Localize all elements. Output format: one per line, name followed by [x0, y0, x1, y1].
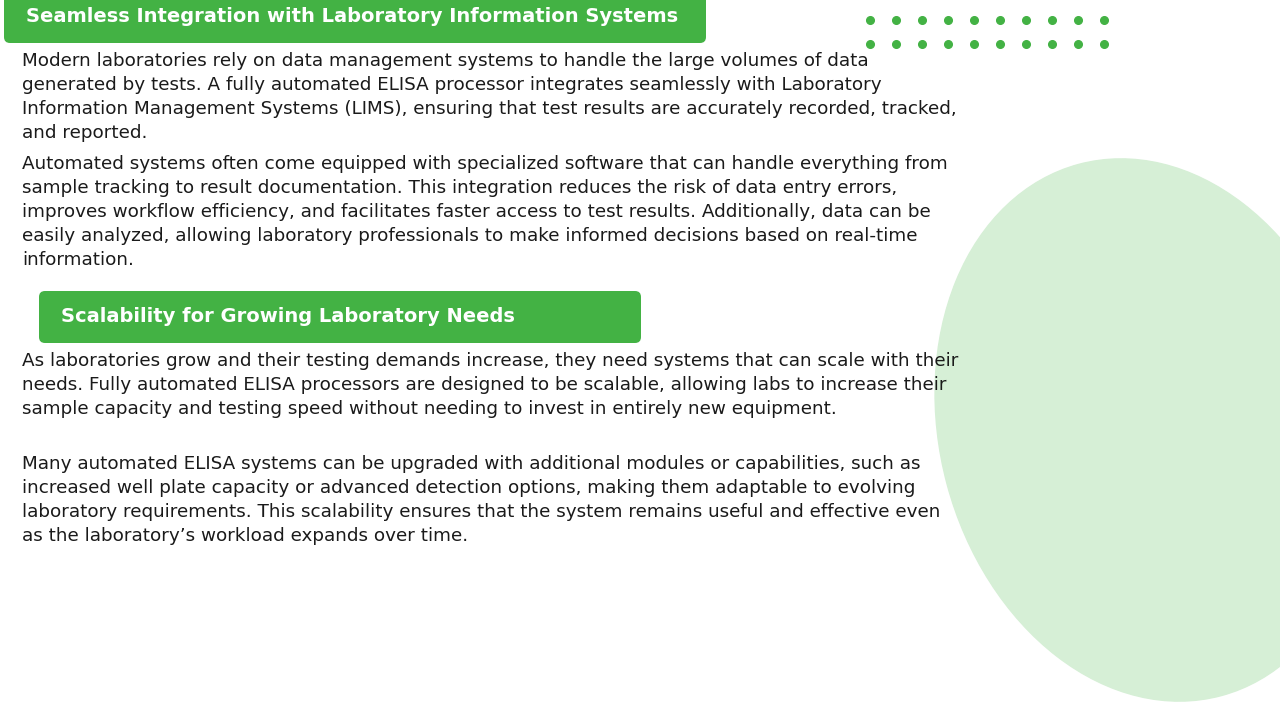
Text: sample tracking to result documentation. This integration reduces the risk of da: sample tracking to result documentation.… [22, 179, 897, 197]
Text: generated by tests. A fully automated ELISA processor integrates seamlessly with: generated by tests. A fully automated EL… [22, 76, 882, 94]
Text: easily analyzed, allowing laboratory professionals to make informed decisions ba: easily analyzed, allowing laboratory pro… [22, 227, 918, 245]
FancyBboxPatch shape [4, 0, 707, 43]
Text: Many automated ELISA systems can be upgraded with additional modules or capabili: Many automated ELISA systems can be upgr… [22, 455, 920, 473]
Text: as the laboratory’s workload expands over time.: as the laboratory’s workload expands ove… [22, 527, 468, 545]
Text: needs. Fully automated ELISA processors are designed to be scalable, allowing la: needs. Fully automated ELISA processors … [22, 376, 946, 394]
Text: Seamless Integration with Laboratory Information Systems: Seamless Integration with Laboratory Inf… [26, 7, 678, 27]
FancyBboxPatch shape [38, 291, 641, 343]
Text: Modern laboratories rely on data management systems to handle the large volumes : Modern laboratories rely on data managem… [22, 52, 869, 70]
Text: As laboratories grow and their testing demands increase, they need systems that : As laboratories grow and their testing d… [22, 352, 959, 370]
Text: Scalability for Growing Laboratory Needs: Scalability for Growing Laboratory Needs [61, 307, 515, 326]
Text: Information Management Systems (LIMS), ensuring that test results are accurately: Information Management Systems (LIMS), e… [22, 100, 956, 118]
Text: information.: information. [22, 251, 134, 269]
Text: laboratory requirements. This scalability ensures that the system remains useful: laboratory requirements. This scalabilit… [22, 503, 941, 521]
Text: sample capacity and testing speed without needing to invest in entirely new equi: sample capacity and testing speed withou… [22, 400, 837, 418]
Text: Automated systems often come equipped with specialized software that can handle : Automated systems often come equipped wi… [22, 155, 947, 173]
Text: improves workflow efficiency, and facilitates faster access to test results. Add: improves workflow efficiency, and facili… [22, 203, 931, 221]
Ellipse shape [934, 159, 1280, 701]
Text: increased well plate capacity or advanced detection options, making them adaptab: increased well plate capacity or advance… [22, 479, 915, 497]
Text: and reported.: and reported. [22, 124, 147, 142]
